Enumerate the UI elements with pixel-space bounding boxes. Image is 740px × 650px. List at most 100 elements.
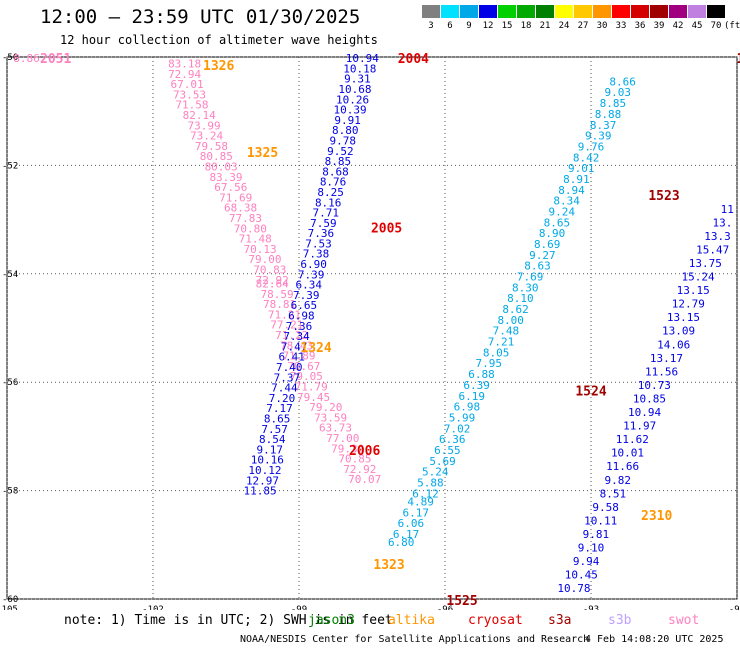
legend-swatch-45 bbox=[688, 5, 706, 18]
wave-height-value: 80.85 bbox=[200, 150, 233, 163]
wave-height-value: 9.82 bbox=[605, 474, 632, 487]
legend-swatch-30 bbox=[593, 5, 611, 18]
legend-label-15: 15 bbox=[501, 21, 513, 31]
legend-swatch-33 bbox=[612, 5, 630, 18]
wave-height-value: 10.01 bbox=[611, 447, 644, 460]
wave-height-value: 8.66 bbox=[609, 75, 636, 88]
legend-label-24: 24 bbox=[558, 21, 570, 31]
wave-height-value: 72.94 bbox=[168, 68, 201, 81]
legend-label-6: 6 bbox=[447, 21, 453, 31]
wave-height-value: 13.3 bbox=[704, 230, 731, 243]
wave-height-value: 6.19 bbox=[459, 390, 486, 403]
wave-height-value: 67.56 bbox=[214, 181, 247, 194]
wave-height-value: 6.98 bbox=[454, 401, 481, 414]
wave-height-value: 6.36 bbox=[439, 433, 466, 446]
wave-height-value: 7.53 bbox=[305, 237, 332, 250]
x-tick-label: -93 bbox=[583, 605, 599, 610]
wave-height-value: 79.30 bbox=[331, 442, 364, 455]
legend-label-36: 36 bbox=[634, 21, 646, 31]
wave-height-value: 6.06 bbox=[398, 517, 425, 530]
legend-unit: (ft) bbox=[724, 21, 740, 31]
legend-swatch-36 bbox=[631, 5, 649, 18]
legend-swatch-9 bbox=[460, 5, 478, 18]
wave-height-value: 9.10 bbox=[578, 542, 605, 555]
y-tick-label: -56 bbox=[2, 378, 18, 388]
legend-label-33: 33 bbox=[615, 21, 627, 31]
wave-height-value: 79.00 bbox=[248, 253, 281, 266]
wave-height-value: 79.05 bbox=[290, 370, 323, 383]
legend-swatch-39 bbox=[650, 5, 668, 18]
wave-height-value: 8.54 bbox=[259, 433, 286, 446]
credit-line: NOAA/NESDIS Center for Satellite Applica… bbox=[240, 634, 590, 645]
satellite-label-jason3: jason3 bbox=[308, 613, 355, 628]
wave-height-value: 5.24 bbox=[422, 466, 449, 479]
wave-height-value: 7.57 bbox=[261, 423, 288, 436]
wave-height-value: 8.10 bbox=[507, 292, 534, 305]
wave-height-value: 8.85 bbox=[600, 97, 627, 110]
legend-swatch-27 bbox=[574, 5, 592, 18]
wave-height-value: 7.44 bbox=[271, 382, 298, 395]
wave-height-value: 13.75 bbox=[689, 257, 722, 270]
wave-height-value: 8.42 bbox=[573, 151, 600, 164]
wave-height-value: 7.39 bbox=[293, 289, 320, 302]
wave-height-value: 10.26 bbox=[336, 93, 369, 106]
pass-time-label: 1523 bbox=[648, 189, 679, 204]
legend-label-30: 30 bbox=[596, 21, 608, 31]
pass-time-label: 1326 bbox=[203, 59, 234, 74]
wave-height-value: 8.80 bbox=[332, 124, 359, 137]
legend-swatch-6 bbox=[441, 5, 459, 18]
wave-height-value: 8.51 bbox=[600, 487, 627, 500]
wave-height-value: 9.24 bbox=[549, 205, 576, 218]
wave-height-value: 8.30 bbox=[512, 281, 539, 294]
wave-height-value: 7.40 bbox=[276, 361, 303, 374]
wave-height-value: 68.38 bbox=[224, 202, 257, 215]
wave-height-value: 73.24 bbox=[190, 130, 223, 143]
wave-height-value: 7.69 bbox=[517, 271, 544, 284]
wave-height-value: 9.17 bbox=[257, 443, 284, 456]
wave-height-value: 10.11 bbox=[584, 514, 617, 527]
wave-height-value: 10.68 bbox=[338, 83, 371, 96]
wave-height-value: 11 bbox=[721, 203, 734, 216]
wave-height-value: 11.56 bbox=[645, 365, 678, 378]
wave-height-value: 7.38 bbox=[303, 248, 330, 261]
wave-height-value: 6.12 bbox=[412, 487, 439, 500]
wave-height-value: 7.36 bbox=[308, 227, 335, 240]
wave-height-value: 8.25 bbox=[317, 186, 344, 199]
wave-height-value: 72.92 bbox=[343, 463, 376, 476]
legend-label-70: 70 bbox=[710, 21, 722, 31]
wave-height-value: 7.21 bbox=[488, 336, 515, 349]
wave-height-value: 10.16 bbox=[251, 454, 284, 467]
wave-height-value: 70.85 bbox=[338, 453, 371, 466]
wave-height-value: 6.98 bbox=[288, 310, 315, 323]
wave-height-value: 8.16 bbox=[315, 196, 342, 209]
wave-height-value: 9.01 bbox=[568, 162, 595, 175]
wave-height-value: 8.94 bbox=[558, 184, 585, 197]
wave-height-value: 8.62 bbox=[502, 303, 529, 316]
y-tick-label: -52 bbox=[2, 161, 18, 171]
pass-time-label: 1525 bbox=[446, 594, 477, 609]
wave-height-value: 8.88 bbox=[595, 108, 622, 121]
wave-height-value: 15.47 bbox=[696, 243, 729, 256]
pass-time-label: 15 bbox=[736, 52, 740, 67]
wave-height-value: 6.80 bbox=[388, 536, 415, 549]
pass-time-label: 1323 bbox=[373, 558, 404, 573]
wave-height-value: 8.90 bbox=[539, 227, 566, 240]
wave-height-value: 78.81 bbox=[263, 298, 296, 311]
wave-height-value: 8.68 bbox=[322, 165, 349, 178]
pass-time-label: 1325 bbox=[247, 146, 278, 161]
wave-height-value: 82.14 bbox=[183, 109, 216, 122]
wave-height-value: 6.17 bbox=[403, 506, 430, 519]
wave-height-value: 6.65 bbox=[291, 299, 318, 312]
chart-title: 12:00 — 23:59 UTC 01/30/2025 bbox=[40, 6, 361, 28]
legend-swatch-15 bbox=[498, 5, 516, 18]
wave-height-value: 13.17 bbox=[650, 352, 683, 365]
x-tick-label: -99 bbox=[291, 605, 307, 610]
legend-label-9: 9 bbox=[466, 21, 472, 31]
wave-height-value: 8.37 bbox=[590, 119, 617, 132]
wave-height-value: 8.34 bbox=[553, 195, 580, 208]
wave-height-value: 9.58 bbox=[592, 501, 619, 514]
wave-height-value: 10.12 bbox=[248, 464, 281, 477]
satellite-label-swot: swot bbox=[668, 613, 700, 628]
y-tick-label: -58 bbox=[2, 487, 18, 497]
wave-height-value: 8.00 bbox=[497, 314, 524, 327]
